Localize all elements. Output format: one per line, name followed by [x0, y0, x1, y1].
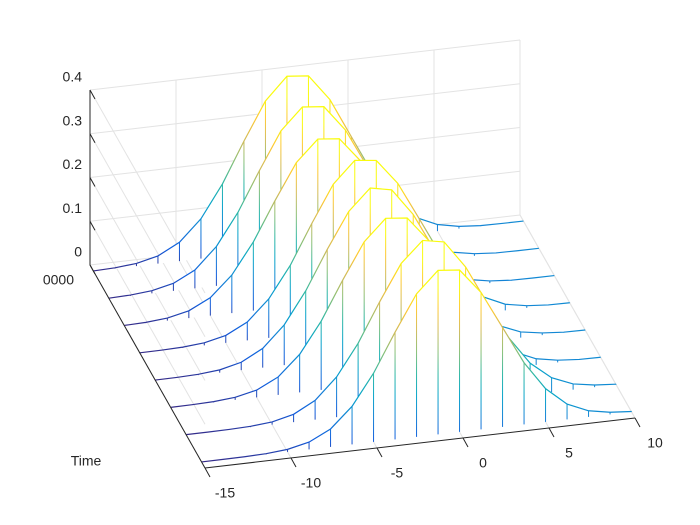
z-tick	[89, 264, 96, 275]
z-tick-label: 0	[74, 244, 82, 260]
x-tick-label: 0	[479, 455, 487, 471]
x-tick-label: -10	[301, 475, 321, 491]
time-axis-label: Time	[71, 453, 102, 469]
z-tick	[89, 133, 96, 143]
z-tick	[89, 221, 96, 231]
mesh-line	[108, 106, 539, 299]
grid-line	[89, 133, 206, 337]
mesh-line	[170, 217, 601, 408]
x-tick-label: 5	[565, 445, 573, 461]
z-tick	[89, 89, 96, 100]
z-tick-label: 0.3	[63, 112, 83, 128]
mesh-line	[186, 239, 617, 436]
grid-line	[89, 39, 521, 91]
x-tick-label: -5	[391, 465, 404, 481]
z-tick-label: 0.1	[63, 200, 83, 216]
z-tick-label: 0.2	[63, 156, 83, 172]
x-tick-label: 10	[647, 435, 663, 451]
x-tick	[204, 467, 211, 478]
x-tick	[634, 417, 641, 428]
mesh-line	[155, 187, 586, 381]
x-tick	[376, 447, 383, 458]
time-axis	[89, 264, 206, 469]
z-tick-label: 0.4	[63, 69, 83, 85]
mesh-line	[201, 269, 632, 463]
mesh-line	[139, 159, 570, 354]
x-tick	[548, 427, 555, 438]
x-tick-label: -15	[215, 485, 235, 501]
x-tick	[462, 437, 469, 448]
mesh-line	[93, 75, 524, 272]
x-axis	[204, 417, 636, 469]
z-tick	[89, 177, 96, 187]
mesh-line	[124, 138, 555, 327]
time-tick-label: 0000	[43, 272, 74, 288]
x-tick	[290, 457, 297, 468]
